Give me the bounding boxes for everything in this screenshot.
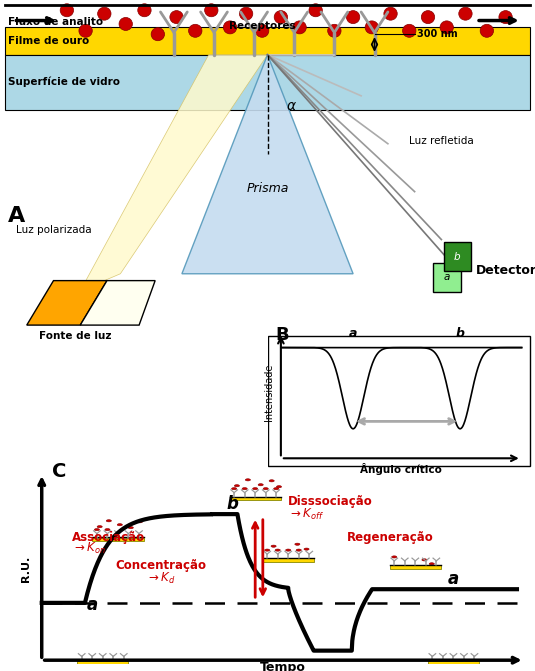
- Text: Regeneração: Regeneração: [347, 531, 433, 544]
- Ellipse shape: [347, 11, 360, 23]
- Ellipse shape: [295, 543, 300, 546]
- Ellipse shape: [117, 523, 123, 526]
- Ellipse shape: [480, 24, 493, 38]
- FancyBboxPatch shape: [5, 28, 530, 55]
- Ellipse shape: [499, 11, 513, 23]
- Ellipse shape: [304, 548, 309, 550]
- Ellipse shape: [274, 11, 288, 23]
- Polygon shape: [182, 55, 353, 274]
- Ellipse shape: [253, 488, 258, 490]
- Ellipse shape: [232, 488, 236, 490]
- Ellipse shape: [422, 559, 427, 561]
- FancyBboxPatch shape: [268, 336, 530, 466]
- Ellipse shape: [60, 4, 74, 17]
- Ellipse shape: [94, 529, 100, 531]
- Text: $\rightarrow K_{on}$: $\rightarrow K_{on}$: [72, 541, 106, 556]
- Ellipse shape: [277, 486, 281, 488]
- Ellipse shape: [293, 21, 306, 34]
- Ellipse shape: [137, 521, 142, 523]
- Text: A: A: [8, 207, 25, 226]
- Polygon shape: [80, 55, 268, 291]
- FancyBboxPatch shape: [444, 242, 471, 271]
- Text: Superfície de vidro: Superfície de vidro: [8, 77, 120, 87]
- Ellipse shape: [429, 563, 434, 565]
- Ellipse shape: [422, 11, 434, 23]
- Text: Luz polarizada: Luz polarizada: [16, 225, 91, 235]
- Text: Luz refletida: Luz refletida: [409, 136, 474, 146]
- Ellipse shape: [265, 549, 270, 551]
- Text: 300 nm: 300 nm: [417, 30, 458, 39]
- Text: Tempo: Tempo: [260, 661, 306, 671]
- Ellipse shape: [258, 484, 263, 486]
- Text: Concentração: Concentração: [116, 559, 207, 572]
- Text: α: α: [286, 99, 295, 113]
- Ellipse shape: [205, 4, 218, 17]
- Text: Disssociação: Disssociação: [288, 495, 373, 507]
- Ellipse shape: [106, 520, 111, 522]
- FancyBboxPatch shape: [93, 538, 143, 541]
- Text: Associação: Associação: [72, 531, 146, 544]
- Text: Ângulo crítico: Ângulo crítico: [360, 463, 442, 475]
- Text: a: a: [444, 272, 450, 282]
- Ellipse shape: [256, 24, 269, 38]
- Ellipse shape: [170, 11, 183, 23]
- Polygon shape: [80, 280, 155, 325]
- Text: $\rightarrow K_{off}$: $\rightarrow K_{off}$: [288, 507, 324, 522]
- Text: a: a: [349, 327, 357, 340]
- Text: a: a: [87, 596, 98, 614]
- Ellipse shape: [271, 545, 276, 548]
- FancyBboxPatch shape: [263, 558, 314, 562]
- Text: B: B: [276, 326, 289, 344]
- Text: Intensidade: Intensidade: [264, 363, 274, 421]
- Ellipse shape: [403, 24, 416, 38]
- Text: C: C: [52, 462, 66, 481]
- Ellipse shape: [79, 24, 93, 38]
- Ellipse shape: [269, 480, 274, 482]
- Ellipse shape: [275, 549, 280, 551]
- Text: b: b: [456, 327, 464, 340]
- Ellipse shape: [97, 525, 102, 528]
- Ellipse shape: [151, 28, 165, 41]
- Ellipse shape: [240, 7, 253, 20]
- FancyBboxPatch shape: [77, 661, 128, 664]
- Ellipse shape: [440, 21, 453, 34]
- Ellipse shape: [274, 488, 279, 490]
- Text: Prisma: Prisma: [246, 182, 289, 195]
- Text: b: b: [226, 495, 238, 513]
- Text: Fonte de luz: Fonte de luz: [39, 331, 111, 341]
- FancyBboxPatch shape: [230, 497, 281, 501]
- Text: Fluxo de analito: Fluxo de analito: [8, 17, 103, 28]
- Text: Detector: Detector: [476, 264, 535, 277]
- Text: b: b: [454, 252, 461, 262]
- Ellipse shape: [105, 529, 110, 531]
- Polygon shape: [27, 280, 107, 325]
- Ellipse shape: [98, 7, 111, 20]
- Text: Receptores: Receptores: [229, 21, 295, 31]
- Ellipse shape: [188, 24, 202, 38]
- Ellipse shape: [234, 484, 240, 487]
- Text: Filme de ouro: Filme de ouro: [8, 36, 89, 46]
- Ellipse shape: [365, 21, 379, 34]
- Text: a: a: [448, 570, 459, 588]
- Ellipse shape: [392, 556, 397, 558]
- Ellipse shape: [296, 549, 301, 551]
- Ellipse shape: [138, 4, 151, 17]
- FancyBboxPatch shape: [5, 55, 530, 109]
- Ellipse shape: [223, 21, 236, 34]
- FancyBboxPatch shape: [389, 565, 441, 569]
- Ellipse shape: [128, 527, 133, 529]
- Ellipse shape: [246, 478, 250, 481]
- Ellipse shape: [119, 17, 133, 30]
- Ellipse shape: [263, 488, 268, 490]
- Ellipse shape: [242, 488, 247, 490]
- Text: $\rightarrow K_d$: $\rightarrow K_d$: [147, 572, 176, 586]
- FancyBboxPatch shape: [428, 661, 479, 664]
- Text: R.U.: R.U.: [21, 556, 32, 582]
- Ellipse shape: [459, 7, 472, 20]
- Ellipse shape: [286, 549, 291, 551]
- FancyBboxPatch shape: [433, 263, 461, 292]
- Ellipse shape: [309, 4, 322, 17]
- Ellipse shape: [327, 24, 341, 38]
- Ellipse shape: [384, 7, 397, 20]
